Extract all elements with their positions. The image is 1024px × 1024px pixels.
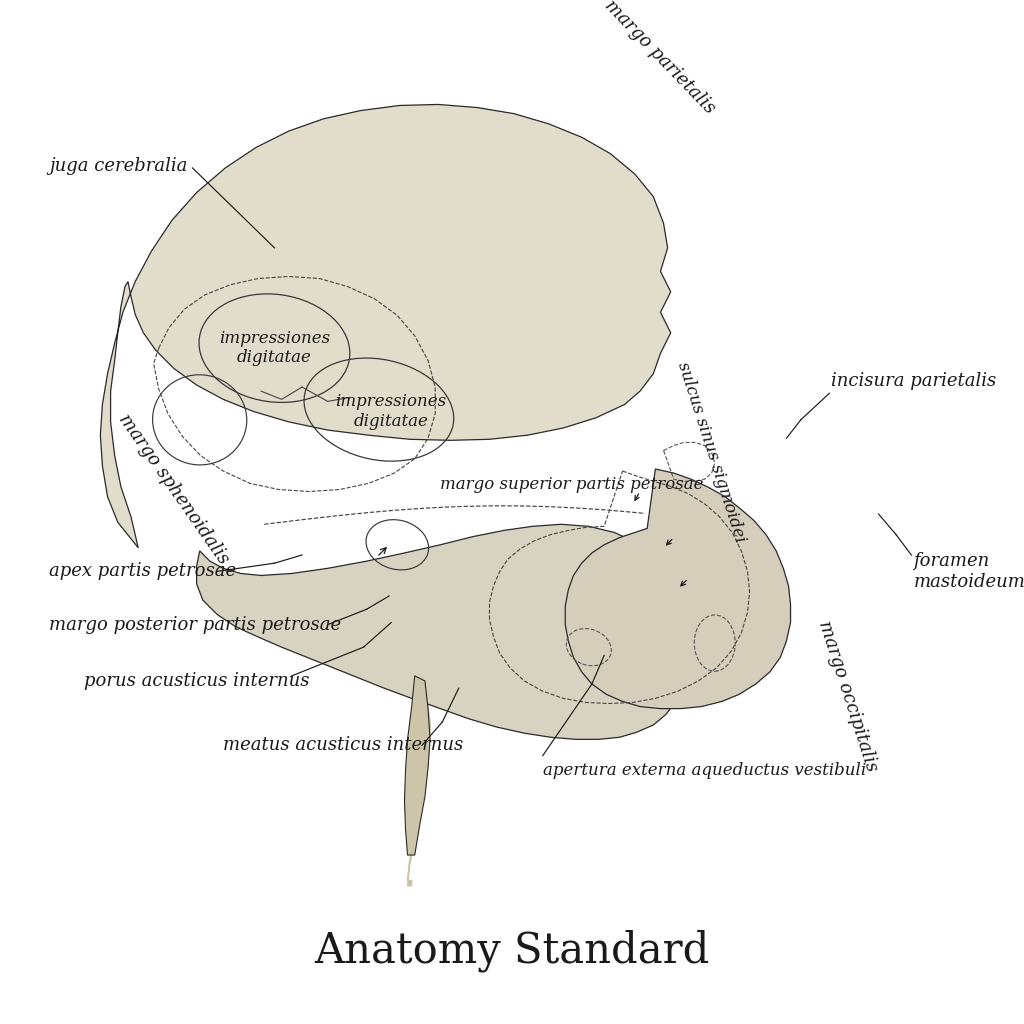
Text: margo occipitalis: margo occipitalis bbox=[815, 618, 881, 774]
Text: juga cerebralia: juga cerebralia bbox=[49, 157, 187, 175]
Text: margo parietalis: margo parietalis bbox=[601, 0, 719, 118]
Text: incisura parietalis: incisura parietalis bbox=[831, 372, 996, 390]
Text: margo posterior partis petrosae: margo posterior partis petrosae bbox=[49, 615, 341, 634]
Polygon shape bbox=[565, 469, 791, 709]
Text: apex partis petrosae: apex partis petrosae bbox=[49, 562, 237, 581]
Polygon shape bbox=[100, 104, 671, 548]
Text: porus acusticus internus: porus acusticus internus bbox=[84, 672, 309, 690]
Text: sulcus sinus sigmoidei: sulcus sinus sigmoidei bbox=[675, 360, 749, 545]
Text: margo sphenoidalis: margo sphenoidalis bbox=[115, 411, 232, 568]
Text: foramen
mastoideum: foramen mastoideum bbox=[913, 552, 1024, 591]
Text: Anatomy Standard: Anatomy Standard bbox=[314, 929, 710, 972]
Text: margo superior partis petrosae: margo superior partis petrosae bbox=[440, 476, 703, 493]
Polygon shape bbox=[404, 676, 430, 855]
Polygon shape bbox=[197, 524, 684, 739]
Text: apertura externa aqueductus vestibuli: apertura externa aqueductus vestibuli bbox=[543, 762, 866, 778]
Polygon shape bbox=[408, 676, 430, 886]
Text: impressiones
digitatae: impressiones digitatae bbox=[336, 393, 446, 430]
Text: impressiones
digitatae: impressiones digitatae bbox=[219, 330, 330, 367]
Text: meatus acusticus internus: meatus acusticus internus bbox=[223, 736, 464, 755]
